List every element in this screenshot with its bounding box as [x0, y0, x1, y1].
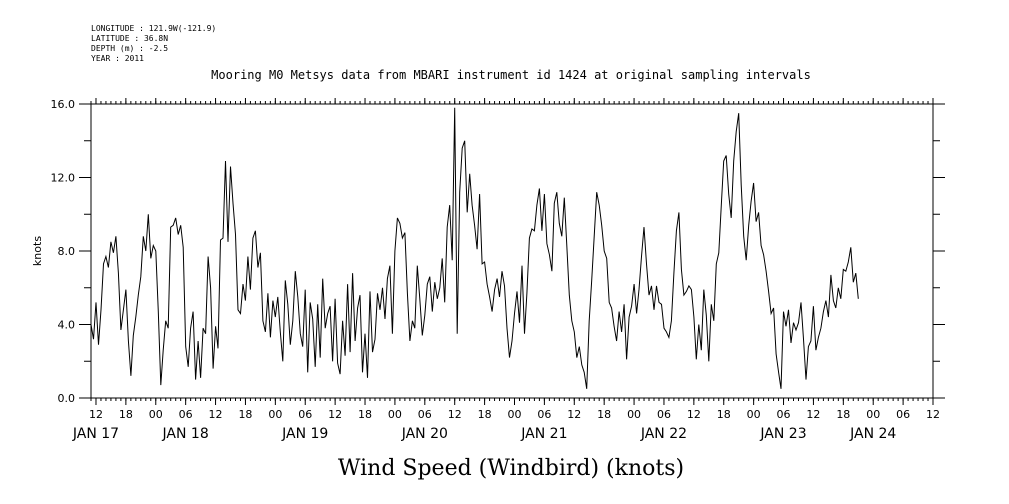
x-tick-label: 12 — [806, 408, 820, 421]
x-tick-label: 12 — [687, 408, 701, 421]
x-tick-label: 00 — [866, 408, 880, 421]
x-tick-label: 00 — [747, 408, 761, 421]
meta-latitude: LATITUDE : 36.8N — [91, 34, 168, 43]
chart-title: Mooring M0 Metsys data from MBARI instru… — [211, 68, 811, 82]
x-tick-label: 18 — [717, 408, 731, 421]
x-tick-label: 06 — [418, 408, 432, 421]
x-tick-label: 12 — [328, 408, 342, 421]
x-tick-label: 12 — [448, 408, 462, 421]
x-tick-label: 06 — [537, 408, 551, 421]
meta-depth: DEPTH (m) : -2.5 — [91, 44, 168, 53]
x-tick-label: 12 — [926, 408, 940, 421]
x-tick-label: 12 — [209, 408, 223, 421]
x-tick-label: 18 — [238, 408, 252, 421]
date-label: JAN 22 — [640, 426, 687, 442]
x-tick-label: 00 — [627, 408, 641, 421]
x-tick-label: 06 — [896, 408, 910, 421]
x-tick-label: 06 — [179, 408, 193, 421]
x-tick-label: 18 — [358, 408, 372, 421]
y-tick-label: 12.0 — [51, 172, 76, 185]
x-tick-label: 00 — [507, 408, 521, 421]
date-label: JAN 18 — [162, 426, 209, 442]
x-tick-label: 18 — [597, 408, 611, 421]
meta-year: YEAR : 2011 — [91, 54, 144, 63]
x-tick-label: 00 — [149, 408, 163, 421]
y-tick-label: 0.0 — [58, 392, 76, 405]
x-axis-label: Wind Speed (Windbird) (knots) — [338, 456, 684, 481]
y-tick-label: 16.0 — [51, 98, 76, 111]
date-label: JAN 19 — [281, 426, 328, 442]
x-tick-label: 00 — [388, 408, 402, 421]
y-tick-label: 8.0 — [58, 245, 76, 258]
x-tick-label: 12 — [567, 408, 581, 421]
x-tick-label: 12 — [89, 408, 103, 421]
x-tick-label: 18 — [119, 408, 133, 421]
wind-speed-series-line — [90, 107, 859, 389]
x-tick-label: 18 — [836, 408, 850, 421]
x-tick-label: 06 — [298, 408, 312, 421]
plot-frame — [90, 103, 934, 399]
x-tick-label: 18 — [478, 408, 492, 421]
meta-longitude: LONGITUDE : 121.9W(-121.9) — [91, 24, 216, 33]
plot-area: 12 18 00 06 12 18 00 06 12 18 00 06 12 18 00 06 12 18 00 06… — [51, 98, 945, 442]
x-tick-label: 00 — [268, 408, 282, 421]
date-label: JAN 21 — [520, 426, 567, 442]
y-tick-label: 4.0 — [58, 319, 76, 332]
date-label: JAN 20 — [401, 426, 448, 442]
metadata-block: LONGITUDE : 121.9W(-121.9) LATITUDE : 36… — [91, 24, 216, 63]
date-label: JAN 24 — [849, 426, 896, 442]
x-tick-label: 06 — [777, 408, 791, 421]
date-label: JAN 17 — [72, 426, 119, 442]
y-axis-label: knots — [31, 236, 44, 266]
date-label: JAN 23 — [759, 426, 806, 442]
x-tick-label: 06 — [657, 408, 671, 421]
